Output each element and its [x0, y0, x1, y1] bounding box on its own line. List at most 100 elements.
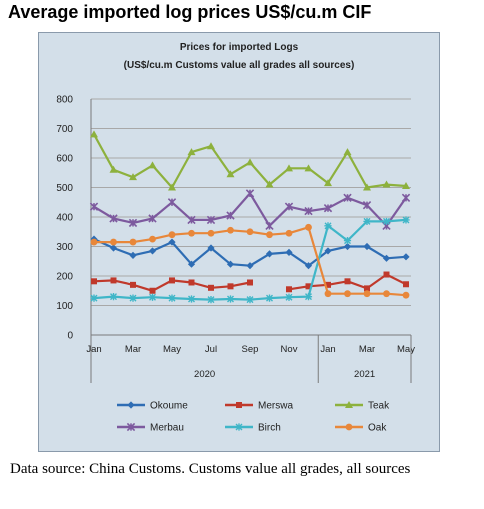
chart-heading: Average imported log prices US$/cu.m CIF [8, 2, 372, 22]
chart-frame: Prices for imported Logs (US$/cu.m Custom… [38, 32, 440, 452]
data-point-oak [285, 229, 293, 237]
data-point-birch [285, 293, 293, 301]
data-point-birch [109, 293, 118, 301]
data-point-okoume [187, 260, 196, 268]
data-point-teak [382, 180, 391, 188]
data-point-merswa [149, 287, 156, 294]
y-tick-label: 500 [56, 183, 73, 194]
data-point-okoume [246, 262, 254, 270]
data-point-birch [226, 295, 235, 303]
data-point-merswa [188, 279, 195, 286]
data-point-merbau [167, 198, 177, 207]
data-point-teak [226, 170, 235, 178]
legend-label-oak: Oak [368, 423, 387, 434]
data-point-merswa [110, 277, 117, 284]
data-point-birch [324, 222, 332, 230]
legend-label-merbau: Merbau [150, 423, 184, 434]
data-point-merbau [343, 193, 352, 202]
data-point-okoume [363, 242, 371, 251]
data-point-teak [207, 142, 215, 150]
data-point-okoume [265, 250, 274, 258]
line-chart: Prices for imported Logs (US$/cu.m Custom… [56, 42, 415, 434]
legend-marker-merbau [126, 422, 136, 432]
data-point-teak [265, 180, 274, 188]
legend-marker-oak [345, 423, 353, 431]
data-point-merbau [89, 202, 99, 211]
data-point-oak [363, 290, 371, 298]
data-point-oak [227, 226, 234, 234]
data-point-birch [265, 294, 274, 302]
data-point-teak [246, 158, 254, 166]
data-point-okoume [226, 260, 235, 268]
data-point-birch [129, 294, 137, 302]
data-point-teak [304, 164, 313, 172]
data-point-okoume [285, 248, 293, 256]
legend-marker-okoume [127, 401, 135, 409]
x-tick-label: Mar [359, 344, 375, 355]
data-point-merswa [208, 284, 214, 291]
data-point-merswa [383, 271, 390, 278]
legend-marker-teak [345, 401, 353, 408]
data-point-oak [168, 231, 176, 239]
legend-marker-merswa [236, 402, 242, 408]
data-point-teak [148, 161, 157, 169]
data-point-oak [324, 290, 332, 298]
data-point-teak [363, 183, 371, 191]
y-tick-label: 800 [56, 95, 73, 106]
data-point-okoume [168, 238, 176, 246]
legend-label-merswa: Merswa [258, 401, 293, 412]
data-point-merbau [323, 203, 333, 213]
data-point-teak [187, 148, 196, 156]
data-point-merbau [304, 206, 313, 216]
data-point-teak [168, 183, 176, 191]
data-point-oak [90, 238, 98, 246]
x-tick-label: Nov [281, 344, 298, 355]
data-point-merbau [226, 211, 235, 220]
data-point-okoume [324, 247, 332, 255]
data-point-merbau [109, 214, 118, 223]
data-point-birch [382, 217, 391, 226]
data-point-birch [343, 237, 352, 245]
data-point-birch [304, 293, 313, 301]
year-label: 2021 [354, 369, 375, 380]
data-point-birch [207, 296, 215, 304]
data-point-teak [285, 164, 293, 172]
data-point-merbau [128, 218, 138, 228]
y-tick-label: 400 [56, 213, 73, 224]
data-point-teak [402, 182, 410, 190]
legend-label-birch: Birch [258, 423, 281, 434]
data-point-merbau [284, 202, 294, 211]
data-point-merbau [401, 193, 411, 202]
data-point-oak [207, 229, 215, 237]
data-point-oak [383, 290, 390, 298]
data-point-merbau [245, 189, 255, 198]
data-point-oak [266, 231, 273, 239]
legend-label-teak: Teak [368, 401, 390, 412]
data-point-merswa [130, 281, 136, 288]
data-point-oak [110, 238, 117, 246]
x-tick-label: May [163, 344, 181, 355]
data-point-okoume [343, 242, 352, 251]
x-tick-label: Jul [205, 344, 217, 355]
data-point-oak [246, 228, 254, 236]
data-point-merbau [265, 221, 274, 231]
data-point-birch [90, 294, 98, 302]
data-point-merswa [364, 285, 370, 292]
x-tick-label: Jan [86, 344, 101, 355]
data-point-merswa [305, 283, 312, 290]
x-tick-label: Mar [125, 344, 141, 355]
chart-subtitle: (US$/cu.m Customs value all grades all s… [124, 60, 355, 71]
data-point-teak [129, 173, 137, 181]
data-point-birch [246, 296, 254, 304]
data-point-okoume [304, 262, 313, 270]
chart-title: Prices for imported Logs [180, 42, 299, 53]
data-point-okoume [382, 254, 391, 262]
legend-marker-birch [235, 423, 243, 431]
data-point-merswa [91, 278, 97, 285]
data-point-merswa [169, 277, 175, 284]
data-point-okoume [129, 251, 137, 259]
data-point-oak [402, 291, 410, 299]
data-point-merswa [286, 286, 292, 293]
data-point-merswa [403, 281, 409, 288]
data-point-birch [363, 217, 371, 226]
